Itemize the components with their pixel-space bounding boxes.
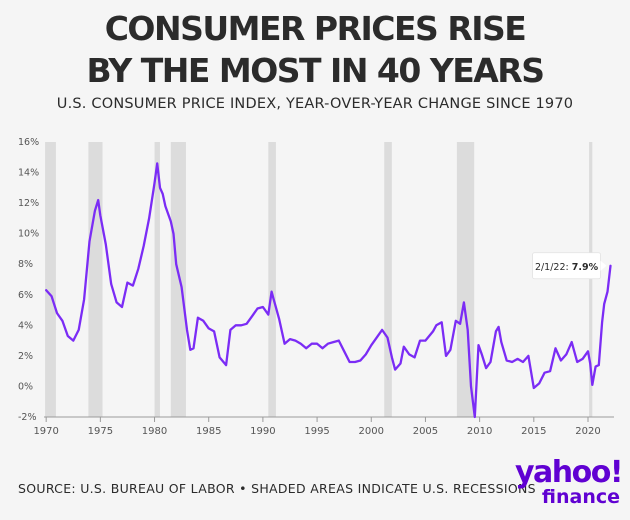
- annotation-label: 2/1/22: 7.9%: [535, 262, 599, 273]
- recession-band-7: [589, 142, 593, 417]
- y-tick-label: 4%: [18, 320, 33, 331]
- y-tick-label: 10%: [18, 229, 39, 240]
- recession-band-4: [268, 142, 276, 417]
- recession-band-0: [45, 142, 56, 417]
- recession-bands: [45, 142, 593, 417]
- x-tick-label: 1975: [88, 426, 113, 437]
- x-tick-label: 1980: [142, 426, 167, 437]
- series-layer: [45, 162, 612, 419]
- y-axis: -2% 0% 2% 4% 6% 8% 10% 12% 14% 16%: [18, 137, 39, 423]
- subtitle: U.S. CONSUMER PRICE INDEX, YEAR-OVER-YEA…: [56, 96, 574, 112]
- recession-band-6: [456, 142, 475, 417]
- recession-band-2: [154, 142, 160, 417]
- x-tick-label: 2005: [413, 426, 438, 437]
- recession-band-1: [88, 142, 103, 417]
- x-tick-label: 1990: [250, 426, 275, 437]
- x-axis: 1970 1975 1980 1985 1990 1995 2000 2005 2010 2015…: [33, 416, 614, 437]
- recession-band-5: [384, 142, 392, 417]
- yahoo-finance-logo: yahoo! finance: [492, 455, 624, 516]
- title-line-1: CONSUMER PRICES RISE: [104, 9, 527, 48]
- x-tick-label: 1995: [304, 426, 329, 437]
- annotation-date: 2/1/22:: [535, 262, 572, 273]
- y-tick-label: -2%: [18, 412, 37, 423]
- x-tick-label: 1985: [196, 426, 221, 437]
- logo-finance-text: finance: [541, 486, 620, 508]
- logo-yahoo-text: yahoo!: [514, 455, 624, 490]
- y-tick-label: 6%: [18, 290, 33, 301]
- x-tick-label: 2000: [359, 426, 384, 437]
- annotation-value: 7.9%: [572, 262, 599, 273]
- annotation-callout: 2/1/22: 7.9%: [532, 252, 607, 280]
- y-tick-label: 16%: [18, 137, 39, 148]
- cpi-series-line: [45, 162, 612, 419]
- x-tick-label: 2020: [575, 426, 600, 437]
- y-tick-label: 14%: [18, 168, 39, 179]
- y-tick-label: 2%: [18, 351, 33, 362]
- x-tick-label: 2015: [521, 426, 546, 437]
- title-line-2: BY THE MOST IN 40 YEARS: [86, 51, 545, 90]
- x-tick-label: 1970: [33, 426, 58, 437]
- y-tick-label: 8%: [18, 259, 33, 270]
- recession-band-3: [170, 142, 186, 417]
- annotation-pointer: [600, 260, 607, 271]
- source-note: SOURCE: U.S. BUREAU OF LABOR • SHADED AR…: [18, 481, 536, 496]
- y-tick-label: 0%: [18, 381, 33, 392]
- y-tick-label: 12%: [18, 198, 39, 209]
- x-tick-label: 2010: [467, 426, 492, 437]
